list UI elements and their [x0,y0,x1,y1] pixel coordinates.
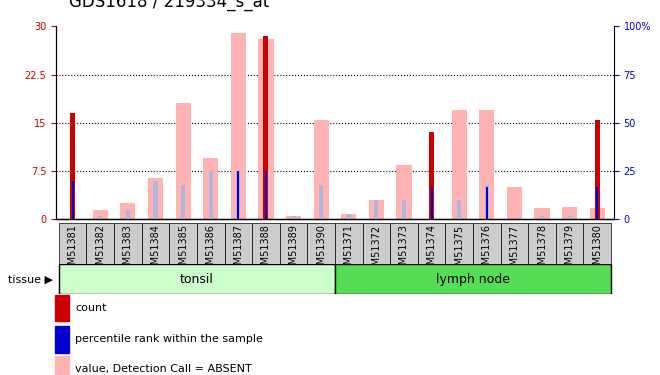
Bar [72,181,74,219]
Text: tonsil: tonsil [180,273,214,286]
Text: GSM51373: GSM51373 [399,224,409,278]
Bar [92,210,108,219]
Text: GSM51372: GSM51372 [372,224,381,278]
Bar [71,181,75,219]
Text: GSM51388: GSM51388 [261,224,271,277]
Bar [556,223,583,266]
Bar [292,216,296,219]
Bar [446,223,473,266]
Text: GSM51381: GSM51381 [68,224,78,277]
Bar [263,36,269,219]
Bar [126,210,130,219]
Bar [55,356,69,375]
Bar [286,216,301,219]
Text: count: count [75,303,107,313]
Text: GSM51375: GSM51375 [454,224,464,278]
Bar [528,223,556,266]
Bar [236,171,240,219]
Bar [479,110,494,219]
Bar [362,223,390,266]
Bar [500,223,528,266]
Bar [341,214,356,219]
Bar [258,39,273,219]
Text: GSM51386: GSM51386 [206,224,216,277]
Bar [120,203,135,219]
Text: GSM51377: GSM51377 [510,224,519,278]
Bar [224,223,252,266]
Bar [562,207,578,219]
Text: GSM51382: GSM51382 [95,224,106,278]
Bar [484,184,489,219]
Bar [59,223,86,266]
Bar [142,223,170,266]
Bar [486,186,488,219]
Bar [595,120,600,219]
Bar [203,158,218,219]
Bar [176,104,191,219]
Text: lymph node: lymph node [436,273,510,286]
Bar [265,171,267,219]
Bar [507,187,522,219]
Text: GSM51390: GSM51390 [316,224,326,277]
Bar [429,132,434,219]
Text: GSM51374: GSM51374 [426,224,436,278]
Bar [319,184,323,219]
Bar [335,223,362,266]
Bar [369,200,384,219]
Bar [535,208,550,219]
Bar [346,214,351,219]
Bar [418,223,446,266]
Bar [390,223,418,266]
Bar [153,181,158,219]
Bar [374,200,378,219]
Text: GSM51371: GSM51371 [344,224,354,278]
Bar [402,200,406,219]
Bar [280,223,308,266]
Bar [252,223,280,266]
Bar [98,216,102,219]
Bar [55,326,69,352]
Bar [238,171,240,219]
Bar [397,165,412,219]
Bar [568,216,572,219]
Bar [86,223,114,266]
Bar [59,264,335,294]
Bar [181,184,185,219]
Text: GSM51376: GSM51376 [482,224,492,278]
Text: GSM51384: GSM51384 [150,224,160,277]
Bar [589,208,605,219]
Bar [430,186,432,219]
Bar [335,264,611,294]
Bar [70,113,75,219]
Bar [596,186,598,219]
Text: GSM51383: GSM51383 [123,224,133,277]
Text: GSM51389: GSM51389 [288,224,298,277]
Bar [473,223,500,266]
Bar [209,171,213,219]
Bar [55,295,69,321]
Bar [540,216,544,219]
Text: tissue ▶: tissue ▶ [8,274,53,284]
Text: GSM51387: GSM51387 [234,224,244,278]
Bar [583,223,611,266]
Bar [114,223,142,266]
Bar [231,33,246,219]
Bar [451,110,467,219]
Text: percentile rank within the sample: percentile rank within the sample [75,334,263,344]
Bar [148,177,163,219]
Text: GSM51379: GSM51379 [564,224,575,278]
Text: GDS1618 / 219334_s_at: GDS1618 / 219334_s_at [69,0,269,11]
Bar [314,120,329,219]
Bar [170,223,197,266]
Text: GSM51385: GSM51385 [178,224,188,278]
Text: value, Detection Call = ABSENT: value, Detection Call = ABSENT [75,364,252,374]
Bar [430,184,434,219]
Bar [197,223,224,266]
Text: GSM51378: GSM51378 [537,224,547,278]
Bar [457,200,461,219]
Bar [308,223,335,266]
Text: GSM51380: GSM51380 [592,224,602,277]
